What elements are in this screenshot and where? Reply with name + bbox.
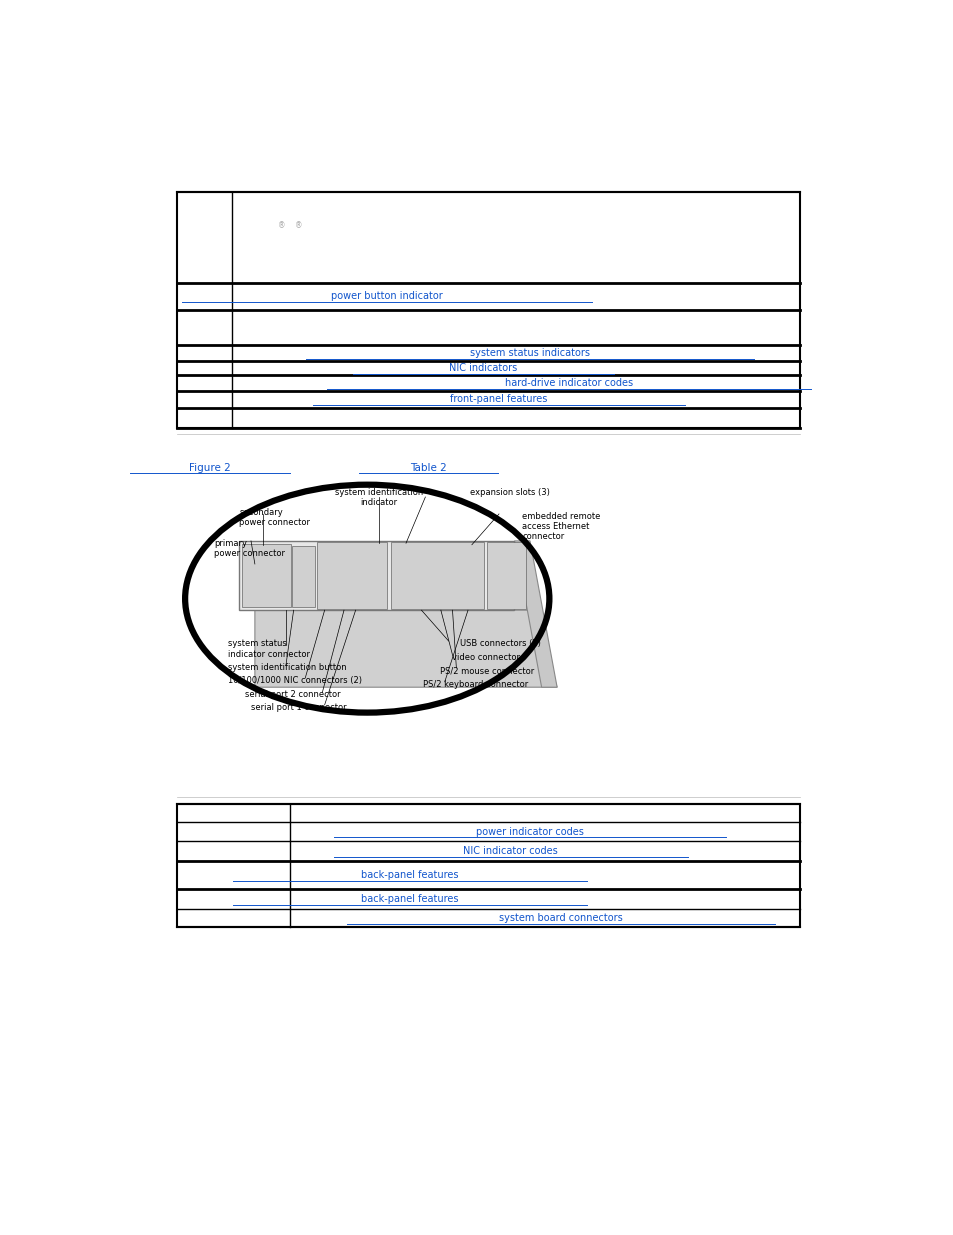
Text: serial port 1 connector: serial port 1 connector [251, 703, 346, 711]
Bar [390, 542, 483, 609]
Text: video connector: video connector [452, 653, 520, 662]
Bar [487, 542, 525, 609]
Text: NIC indicators: NIC indicators [449, 363, 517, 373]
Text: embedded remote
access Ethernet
connector: embedded remote access Ethernet connecto… [521, 511, 600, 541]
Text: system status
indicator connector: system status indicator connector [228, 640, 310, 658]
Text: system identification
indicator: system identification indicator [335, 488, 422, 508]
Text: NIC indicator codes: NIC indicator codes [463, 846, 558, 856]
Text: expansion slots (3): expansion slots (3) [470, 488, 550, 496]
Text: system identification button: system identification button [228, 662, 346, 672]
Polygon shape [254, 610, 557, 687]
Bar [242, 543, 291, 608]
Text: system board connectors: system board connectors [498, 913, 622, 924]
Bar [239, 541, 514, 610]
Text: back-panel features: back-panel features [361, 871, 458, 881]
Text: front-panel features: front-panel features [450, 394, 547, 404]
Bar [316, 542, 386, 609]
Text: secondary
power connector: secondary power connector [239, 508, 310, 527]
Text: serial port 2 connector: serial port 2 connector [245, 690, 340, 699]
Text: USB connectors (2): USB connectors (2) [459, 640, 540, 648]
Text: power button indicator: power button indicator [331, 291, 442, 301]
Text: ®    ®: ® ® [278, 221, 302, 231]
Bar [177, 193, 800, 427]
Text: hard-drive indicator codes: hard-drive indicator codes [504, 378, 632, 388]
Bar [177, 804, 800, 927]
Text: PS/2 keyboard connector: PS/2 keyboard connector [422, 680, 528, 689]
Text: primary
power connector: primary power connector [213, 538, 285, 558]
Bar [292, 546, 315, 608]
Text: Figure 2: Figure 2 [189, 463, 231, 473]
Text: PS/2 mouse connector: PS/2 mouse connector [439, 667, 534, 676]
Text: Table 2: Table 2 [410, 463, 446, 473]
Text: 10/100/1000 NIC connectors (2): 10/100/1000 NIC connectors (2) [228, 676, 361, 684]
Text: back-panel features: back-panel features [361, 894, 458, 904]
Text: system status indicators: system status indicators [470, 348, 589, 358]
Text: power indicator codes: power indicator codes [476, 826, 583, 836]
Polygon shape [514, 541, 557, 687]
